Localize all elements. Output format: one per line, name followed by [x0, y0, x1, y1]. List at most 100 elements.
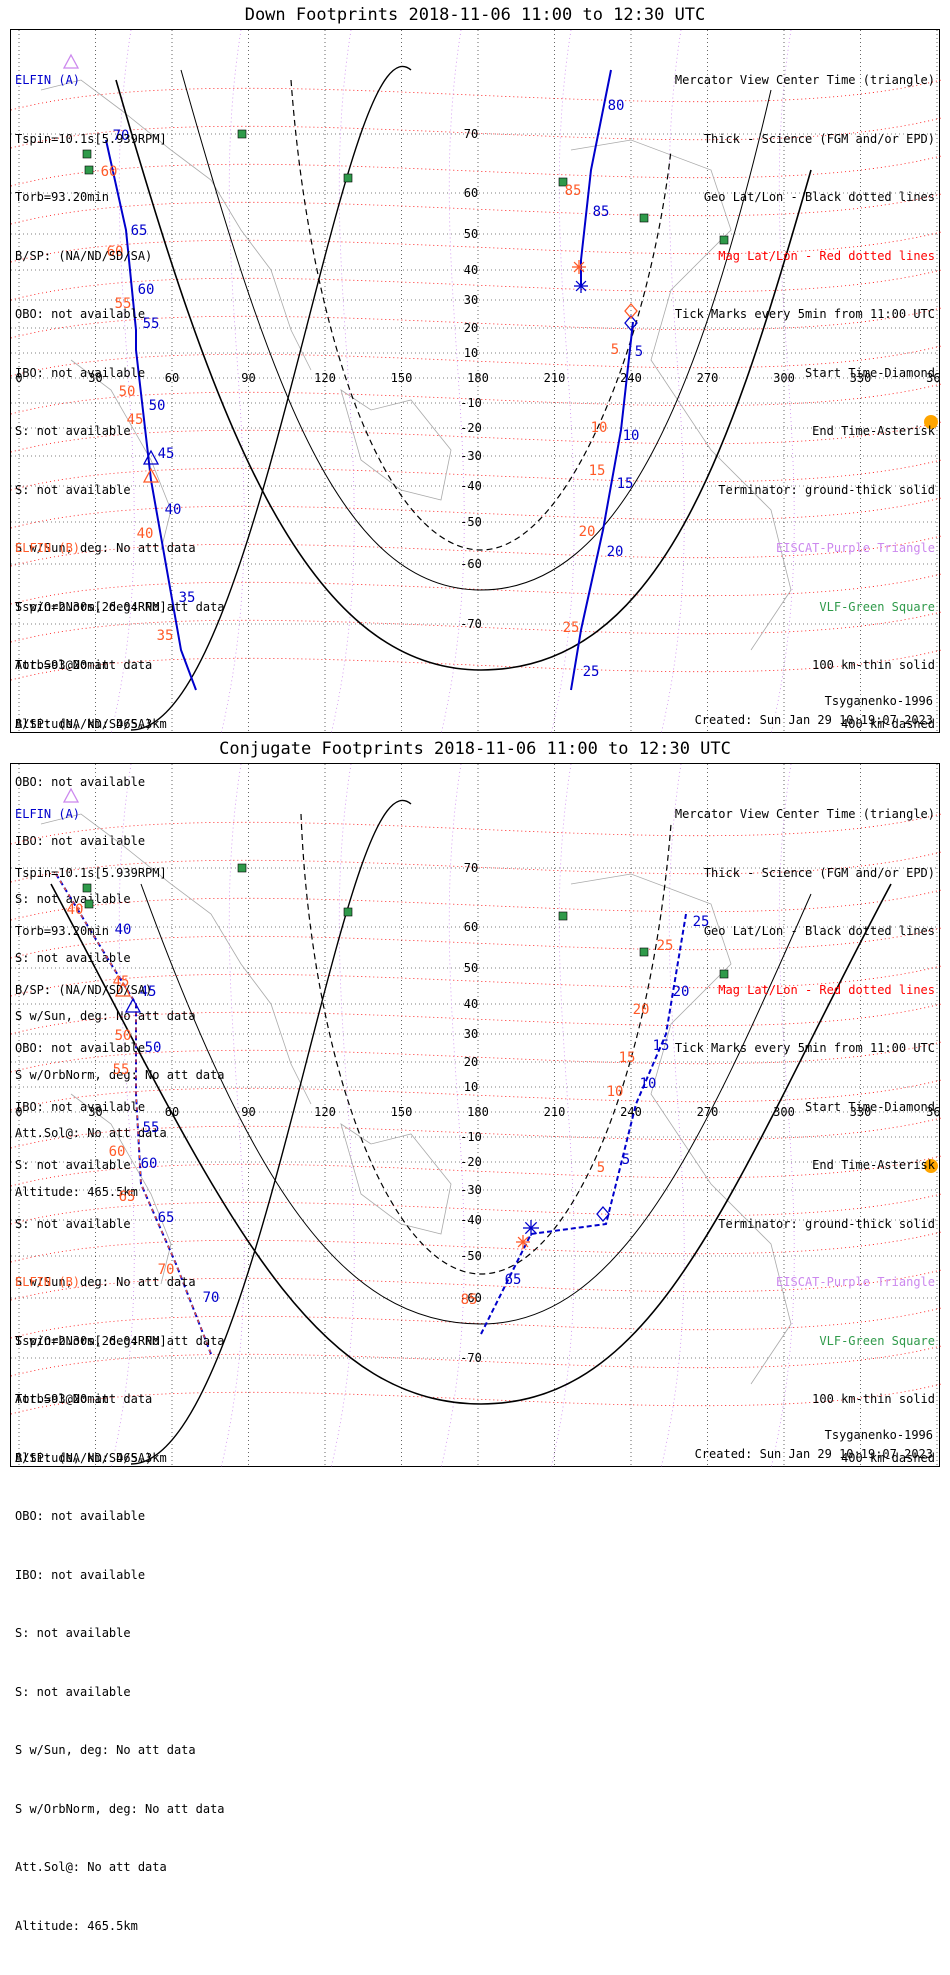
asterisk-marker	[574, 279, 588, 293]
lon-label: 210	[544, 371, 566, 385]
model-label: Tsyganenko-1996	[824, 694, 933, 708]
lat-label: -60	[460, 1291, 482, 1305]
legend-item: EISCAT-Purple Triangle	[776, 541, 935, 555]
elfin-a-header: ELFIN (A)	[15, 73, 81, 87]
asterisk-marker	[572, 260, 586, 274]
terminator-line	[130, 799, 412, 1465]
info-line: Altitude, km: 465.3km	[15, 716, 167, 731]
lon-label: 150	[391, 1105, 413, 1119]
elfin-b-tick-label: 55	[115, 296, 132, 312]
info-line: B/SP: (NA/ND/SD/SA)	[15, 982, 153, 997]
green-square-marker	[237, 863, 247, 873]
lat-label: -10	[460, 396, 482, 410]
elfin-a-tick-label: 20	[673, 984, 690, 1000]
info-line: Tspin=2.30s[26.04RPM]	[15, 599, 167, 614]
green-square-marker	[639, 213, 649, 223]
model-label: Tsyganenko-1996	[824, 1428, 933, 1442]
elfin-a-header: ELFIN (A)	[15, 807, 81, 821]
legend-item: Mercator View Center Time (triangle)	[674, 807, 935, 821]
legend-item: Tick Marks every 5min from 11:00 UTC	[674, 307, 935, 321]
info-line: IBO: not available	[15, 1567, 146, 1582]
lon-label: 270	[697, 1105, 719, 1119]
info-line: Att.Sol@: No att data	[15, 1860, 167, 1874]
terminator-100km	[140, 883, 812, 1325]
lon-label: 0	[15, 1105, 22, 1119]
elfin-a-tick-label: 40	[165, 502, 182, 518]
lat-label: 60	[464, 920, 478, 934]
elfin-a-tick-label: 85	[593, 204, 610, 220]
info-line: S w/Sun, deg: No att data	[15, 1275, 196, 1289]
elfin-a-info: ELFIN (A) Tspin=10.1s[5.939RPM] Torb=93.…	[15, 32, 225, 773]
legend-item: Thick - Science (FGM and/or EPD)	[703, 131, 935, 146]
lon-label: 150	[391, 371, 413, 385]
elfin-b-info: ELFIN (B) Tspin=2.30s[26.04RPM] Torb=93.…	[15, 500, 225, 1241]
lon-label: 30	[88, 371, 102, 385]
elfin-a-tick-label: 25	[693, 914, 710, 930]
elfin-b-tick-label: 5	[597, 1160, 605, 1176]
elfin-a-tick-label: 65	[505, 1272, 522, 1288]
legend-item: Geo Lat/Lon - Black dotted lines	[703, 190, 935, 204]
lon-label: 210	[544, 1105, 566, 1119]
terminator-400km	[300, 813, 672, 1275]
map-legend: Mercator View Center Time (triangle) Thi…	[675, 766, 935, 1507]
lat-label: -30	[460, 449, 482, 463]
diamond-marker	[596, 1206, 610, 1222]
elfin-a-tick-label: 65	[158, 1210, 175, 1226]
elfin-b-tick-label: 20	[579, 524, 596, 540]
elfin-a-tick-label: 20	[607, 544, 624, 560]
green-square-marker	[84, 899, 94, 909]
elfin-a-tick-label: 50	[149, 398, 166, 414]
info-line: Att.Sol@: No att data	[15, 1126, 167, 1140]
elfin-b-tick-label: 20	[633, 1002, 650, 1018]
lat-label: -60	[460, 557, 482, 571]
diamond-marker	[624, 303, 638, 319]
info-line: Altitude: 465.5km	[15, 1184, 138, 1199]
green-square-marker	[343, 173, 353, 183]
lat-label: -40	[460, 1213, 482, 1227]
sun-disc	[924, 1159, 938, 1173]
legend-item: Mag Lat/Lon - Red dotted lines	[718, 248, 935, 263]
lon-label: 300	[773, 371, 795, 385]
elfin-b-tick-label: 60	[101, 164, 118, 180]
terminator	[115, 65, 812, 731]
mag-meridian	[440, 30, 465, 734]
elfin-a-tick-label: 15	[617, 476, 634, 492]
footprint-map-panel: 0306090120150180210240270300330360706050…	[10, 29, 941, 1199]
info-line: B/SP: (NA/ND/SD/SA)	[15, 248, 153, 263]
mag-meridian	[660, 30, 685, 734]
elfin-a-tick-label: 80	[608, 98, 625, 114]
mag-grid	[11, 764, 941, 1468]
elfin-a-info: ELFIN (A) Tspin=10.1s[5.939RPM] Torb=93.…	[15, 766, 225, 1507]
mag-meridian	[550, 30, 575, 734]
legend-item: 400 km-dashed	[841, 716, 935, 731]
info-line: Tspin=10.1s[5.939RPM]	[15, 865, 167, 880]
elfin-a-tick-label: 10	[640, 1076, 657, 1092]
legend-item: 100 km-thin solid	[812, 658, 935, 672]
elfin-a-tick-label: 70	[113, 128, 130, 144]
info-line: Torb=93.20min	[15, 658, 109, 672]
legend-item: 400 km-dashed	[841, 1450, 935, 1465]
elfin-a-track	[580, 69, 612, 285]
info-line: S: not available	[15, 950, 131, 965]
elfin-a-tick-label: 70	[203, 1290, 220, 1306]
elfin-b-tick-label: 50	[119, 384, 136, 400]
asterisk-stroke	[573, 261, 585, 273]
lat-label: 20	[464, 1055, 478, 1069]
green-square-marker	[82, 883, 92, 893]
info-line: Torb=93.20min	[15, 1392, 109, 1406]
coastline	[570, 873, 792, 1385]
lon-label: 90	[241, 371, 255, 385]
info-line: IBO: not available	[15, 365, 146, 380]
lon-label: 360	[926, 371, 941, 385]
info-line: Att.Sol@No att data	[15, 1392, 153, 1406]
elfin-b-tick-label: 85	[565, 183, 582, 199]
info-line: S w/OrbNorm, deg: No att data	[15, 599, 225, 614]
elfin-b-tick-label: 35	[157, 628, 174, 644]
info-line: Altitude, km: 465.3km	[15, 1450, 167, 1465]
info-line: S: not available	[15, 892, 131, 906]
footprint-map-panel: 0306090120150180210240270300330360706050…	[10, 763, 941, 1933]
lat-label: 40	[464, 263, 478, 277]
lon-label: 330	[850, 371, 872, 385]
lat-label: 50	[464, 961, 478, 975]
sun-disc	[924, 415, 938, 429]
